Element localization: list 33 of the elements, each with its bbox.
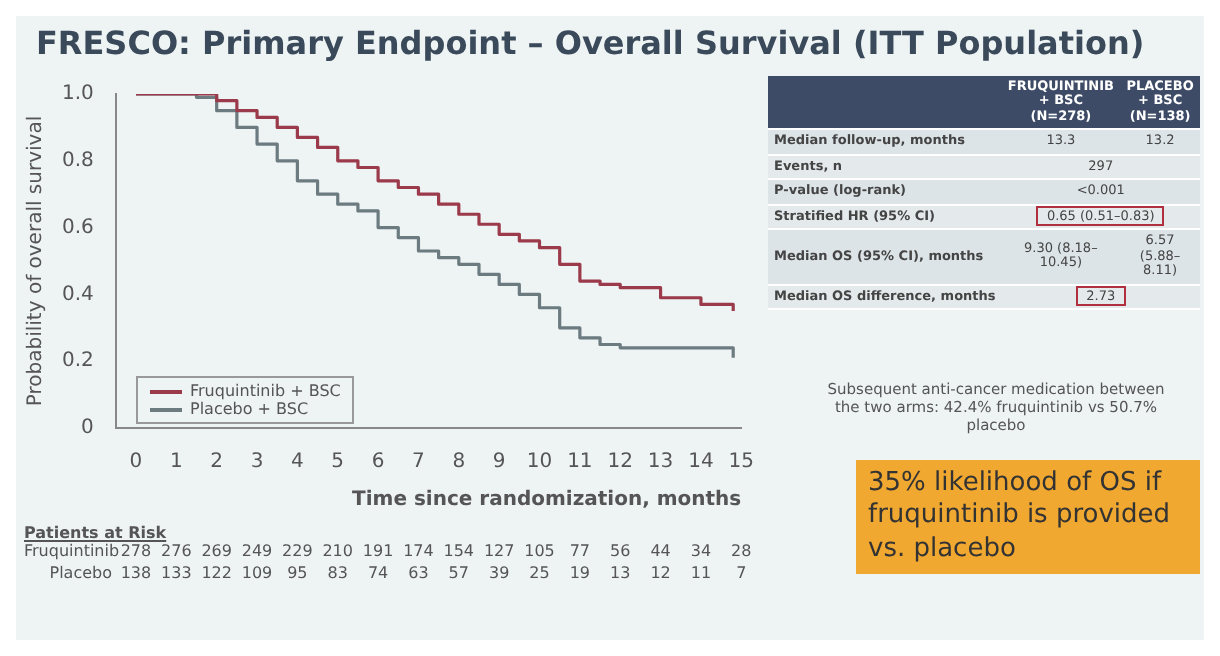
x-tick-label: 3: [250, 451, 264, 474]
y-tick-label: 1.0: [61, 83, 94, 106]
x-tick-label: 6: [371, 451, 385, 474]
x-axis-title: Time since randomization, months: [352, 489, 742, 512]
text: 278 276 269 249 229 210 191 174 154 127 105 77 56 44 34 28: [120, 542, 752, 560]
x-tick-label: 4: [291, 451, 304, 474]
y-axis-title: Probability of overall survival: [25, 115, 48, 407]
y-tick-label: 0.4: [61, 283, 94, 306]
y-tick-label: 0.8: [61, 149, 94, 172]
x-tick-label: 14: [688, 451, 714, 474]
text: 35% likelihood of OS if fruquintinib is provided vs. placebo: [856, 460, 1200, 574]
x-tick-label: 5: [331, 451, 345, 474]
text: Fruquintinib: [24, 542, 120, 560]
legend-label: Fruquintinib + BSC: [190, 382, 341, 400]
x-tick-label: 15: [728, 451, 755, 474]
legend-label: Placebo + BSC: [190, 400, 309, 418]
x-tick-label: 11: [567, 451, 593, 474]
y-tick-label: 0.2: [61, 350, 94, 373]
x-tick-label: 7: [412, 451, 425, 474]
x-tick-label: 10: [526, 451, 553, 474]
x-tick-label: 1: [169, 451, 183, 474]
x-tick-label: 0: [129, 451, 143, 474]
text: 138 133 122 109 95 83 74 63 57 39 25 19 13 12 11 7: [120, 564, 747, 582]
chart-title: FRESCO: Primary Endpoint – Overall Survival (ITT Population): [36, 24, 1145, 62]
x-tick-label: 13: [647, 451, 674, 474]
x-tick-label: 9: [492, 451, 506, 474]
text: Patients at Risk: [24, 524, 169, 542]
y-tick-label: 0: [81, 417, 94, 440]
x-tick-label: 12: [607, 451, 633, 474]
text: Placebo: [47, 564, 112, 582]
x-tick-label: 2: [210, 451, 224, 474]
x-tick-label: 8: [452, 451, 466, 474]
y-tick-label: 0.6: [61, 216, 94, 239]
